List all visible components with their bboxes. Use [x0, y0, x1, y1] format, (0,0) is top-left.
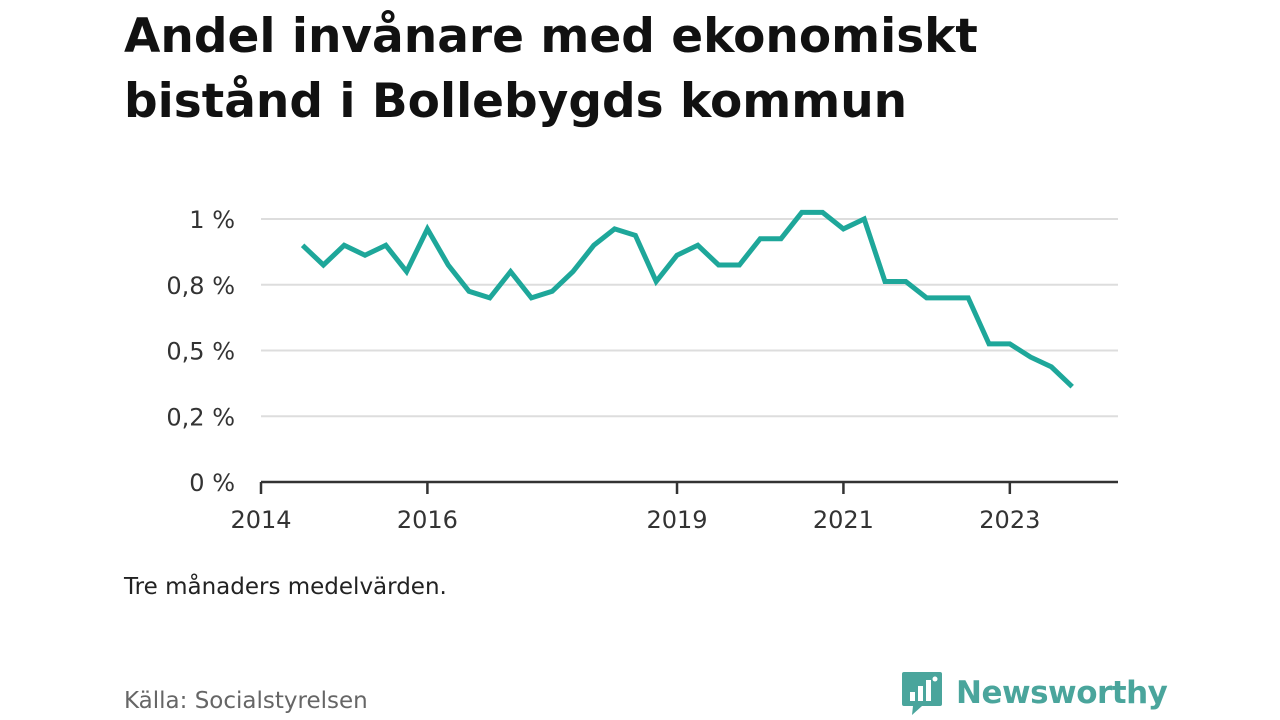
x-tick-label: 2019	[646, 506, 707, 534]
x-tick-label: 2016	[397, 506, 458, 534]
y-tick-label: 0,2 %	[166, 403, 235, 431]
x-tick-label: 2014	[230, 506, 291, 534]
x-tick-label: 2021	[813, 506, 874, 534]
chart-title: Andel invånare med ekonomiskt bistånd i …	[124, 9, 978, 129]
brand-name: Newsworthy	[956, 675, 1168, 711]
series-layer	[300, 209, 1074, 389]
x-axis: 2014 2016 2019 2021 2023	[230, 480, 1118, 534]
y-tick-label: 1 %	[189, 206, 235, 234]
grid-lines	[261, 218, 1118, 418]
newsworthy-logo-icon	[902, 672, 942, 715]
source-note: Källa: Socialstyrelsen	[124, 688, 368, 714]
series-line	[300, 209, 1074, 389]
chart-subtitle: Tre månaders medelvärden.	[124, 574, 447, 600]
y-tick-label: 0,5 %	[166, 338, 235, 366]
y-axis-ticks: 0 % 0,2 % 0,5 % 0,8 % 1 %	[166, 206, 235, 497]
x-tick-label: 2023	[979, 506, 1040, 534]
y-tick-label: 0 %	[189, 469, 235, 497]
brand-logo: Newsworthy	[900, 670, 1168, 716]
y-tick-label: 0,8 %	[166, 272, 235, 300]
